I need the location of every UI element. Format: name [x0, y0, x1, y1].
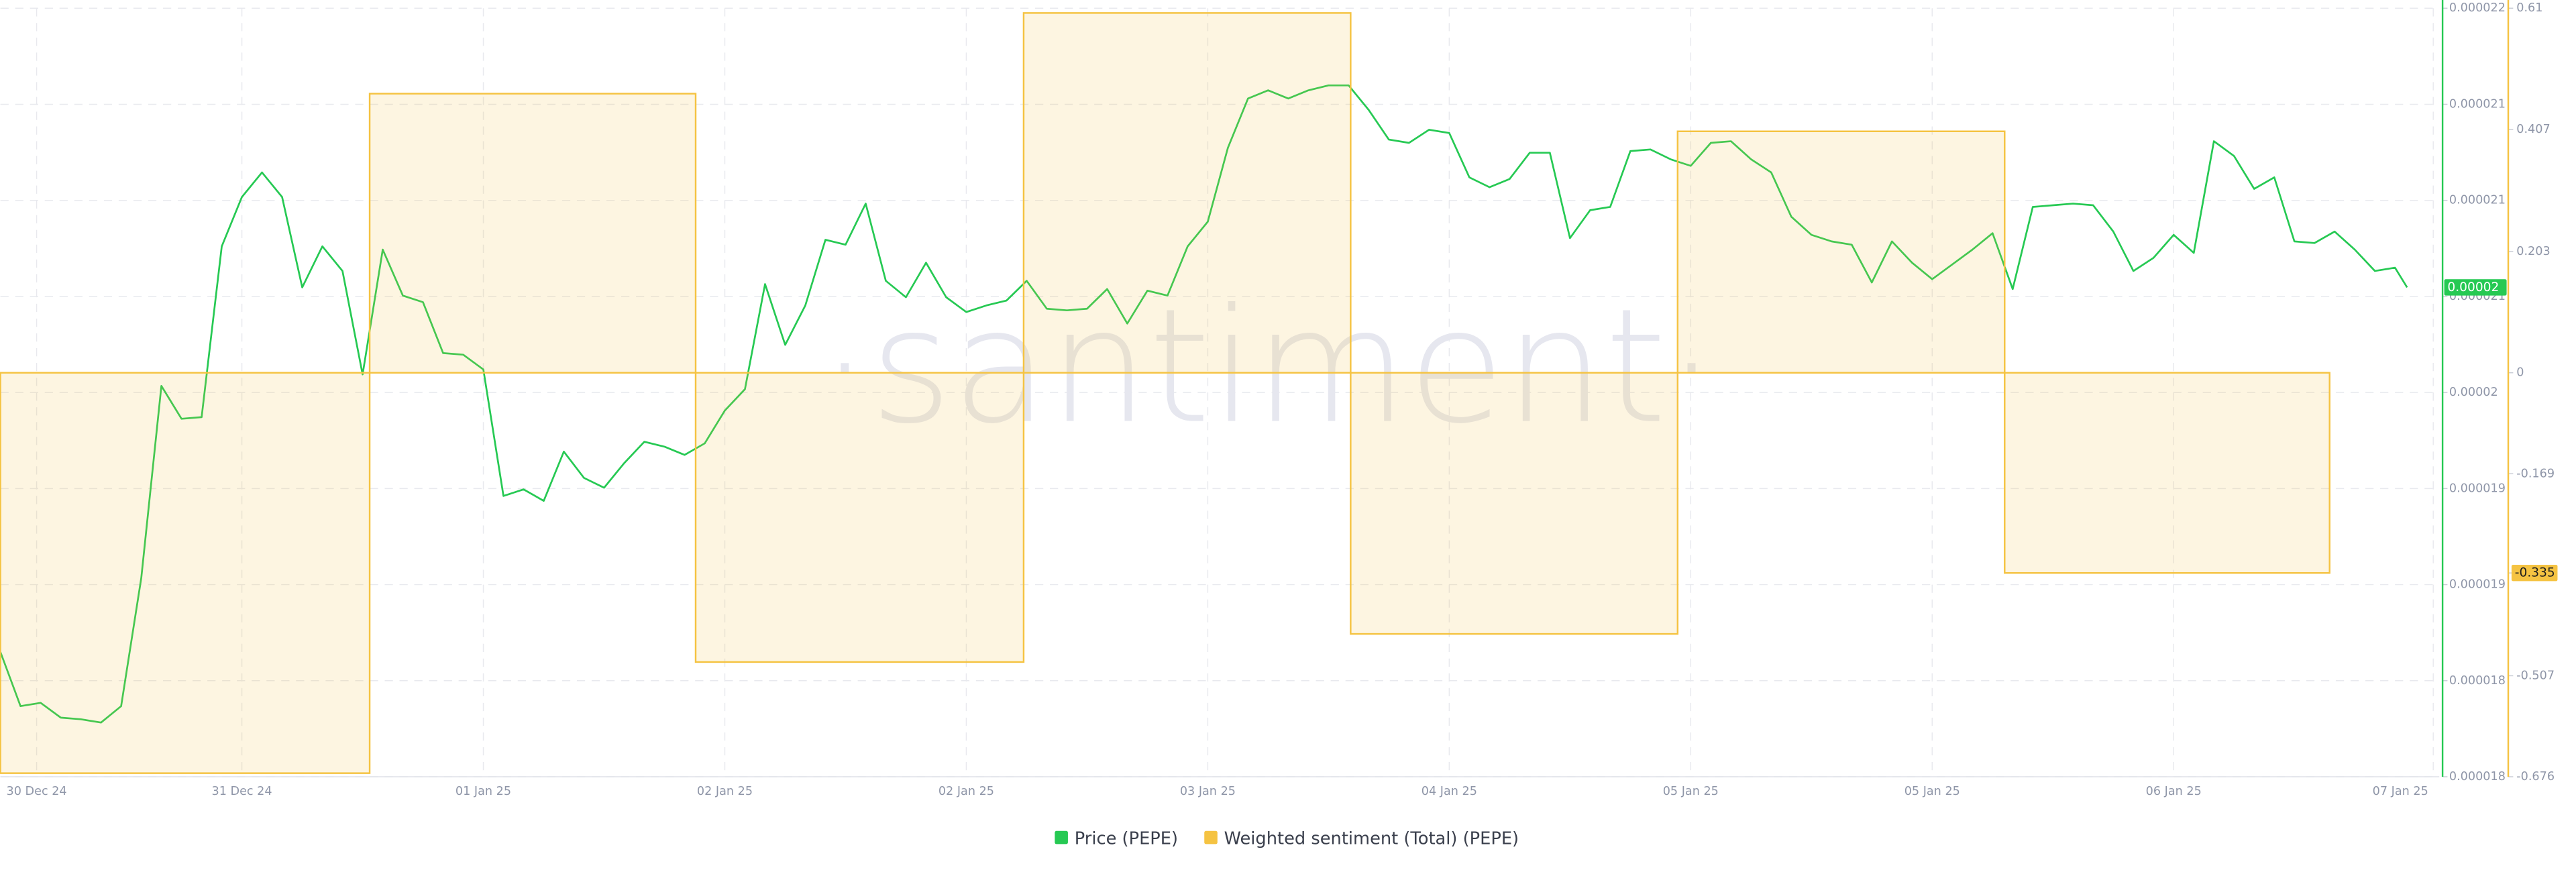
y2-tick-label: 0.407	[2516, 123, 2550, 136]
y2-tick-label: -0.676	[2516, 770, 2555, 783]
sentiment-bar	[1350, 372, 1679, 635]
x-tick-label: 02 Jan 25	[697, 785, 753, 798]
y-tick-label: 0.000018	[2449, 674, 2506, 688]
x-tick-label: 30 Dec 24	[7, 785, 67, 798]
y-tick-label: 0.000018	[2449, 770, 2506, 783]
x-tick-label: 02 Jan 25	[938, 785, 994, 798]
x-tick-label: 05 Jan 25	[1663, 785, 1719, 798]
sentiment-marker-label: -0.335	[2515, 566, 2555, 580]
y2-tick-label: 0	[2516, 366, 2524, 380]
sentiment-marker	[2511, 564, 2558, 582]
legend-swatch	[1204, 830, 1218, 844]
x-tick-label: 05 Jan 25	[1904, 785, 1960, 798]
y-tick-label: 0.000019	[2449, 578, 2506, 592]
y-tick-label: 0.000021	[2449, 97, 2506, 111]
price-marker-label: 0.00002	[2447, 280, 2499, 294]
y-tick-label: 0.00002	[2449, 386, 2498, 399]
price-marker	[2444, 279, 2507, 296]
y-tick-label: 0.000021	[2449, 194, 2506, 207]
y2-tick-label: 0.61	[2516, 1, 2542, 15]
y2-tick-label: 0.203	[2516, 245, 2550, 258]
y-tick-label: 0.000019	[2449, 482, 2506, 495]
watermark: ·santiment·	[820, 276, 1717, 459]
sentiment-bar	[1676, 130, 2006, 374]
legend-label: Price (PEPE)	[1075, 829, 1178, 849]
legend: Price (PEPE) Weighted sentiment (Total) (…	[1055, 829, 1519, 849]
legend-swatch	[1055, 830, 1068, 844]
x-tick-label: 31 Dec 24	[212, 785, 272, 798]
sentiment-bar	[0, 372, 371, 774]
x-tick-label: 03 Jan 25	[1180, 785, 1236, 798]
x-tick-label: 01 Jan 25	[455, 785, 511, 798]
sentiment-bar	[694, 372, 1025, 663]
y2-tick-label: -0.169	[2516, 467, 2555, 480]
x-tick-label: 06 Jan 25	[2146, 785, 2202, 798]
x-tick-label: 04 Jan 25	[1421, 785, 1477, 798]
y-tick-label: 0.000022	[2449, 1, 2506, 15]
price-line	[0, 84, 2408, 724]
y2-tick-label: -0.507	[2516, 669, 2555, 682]
sentiment-bar	[368, 93, 697, 374]
x-tick-label: 07 Jan 25	[2373, 785, 2428, 798]
sentiment-bar	[1022, 12, 1352, 374]
legend-label: Weighted sentiment (Total) (PEPE)	[1224, 829, 1519, 849]
sentiment-bar	[2004, 372, 2330, 574]
